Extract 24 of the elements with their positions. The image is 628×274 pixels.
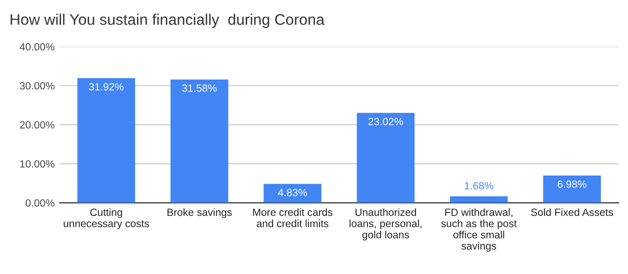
y-tick-label: 20.00% bbox=[20, 121, 54, 129]
y-tick-label: 0.00% bbox=[26, 199, 54, 207]
x-tick-label: FD withdrawal, such as the post office small savings bbox=[441, 208, 517, 252]
data-label: 31.58% bbox=[182, 84, 217, 92]
chart-title: How will You sustain financially during Corona bbox=[10, 14, 325, 28]
y-tick-label: 40.00% bbox=[20, 43, 54, 50]
x-tick-label: More credit cards and credit limits bbox=[253, 208, 332, 228]
bar bbox=[356, 112, 415, 203]
data-label: 1.68% bbox=[464, 182, 494, 190]
y-tick-label: 30.00% bbox=[20, 82, 54, 90]
x-tick-label: Unauthorized loans, personal, gold loans bbox=[350, 208, 422, 240]
y-tick-label: 10.00% bbox=[20, 160, 54, 168]
bar bbox=[170, 79, 228, 203]
x-tick-label: Sold Fixed Assets bbox=[531, 208, 614, 216]
bar bbox=[450, 196, 508, 203]
x-tick-label: Cutting unnecessary costs bbox=[64, 208, 149, 230]
data-label: 6.98% bbox=[558, 180, 586, 188]
bar bbox=[264, 184, 322, 203]
bar bbox=[543, 176, 601, 203]
data-label: 4.83% bbox=[278, 188, 307, 196]
data-label: 23.02% bbox=[368, 118, 403, 126]
bar bbox=[77, 78, 136, 203]
data-label: 31.92% bbox=[88, 83, 124, 90]
x-tick-label: Broke savings bbox=[168, 208, 232, 218]
